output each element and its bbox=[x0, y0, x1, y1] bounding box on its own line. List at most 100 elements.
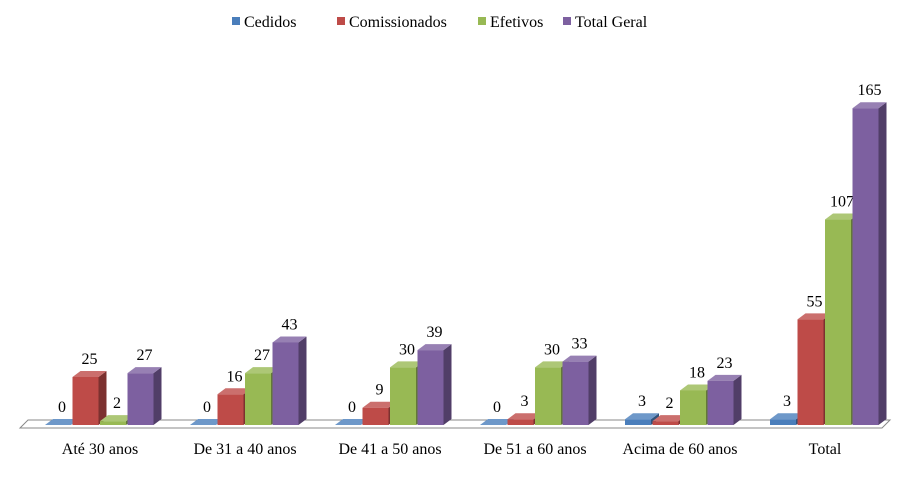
bar-top bbox=[825, 213, 859, 220]
value-label: 3 bbox=[638, 393, 646, 410]
legend-label: Efetivos bbox=[490, 14, 543, 31]
bar bbox=[707, 374, 742, 425]
bar-top bbox=[680, 384, 714, 391]
legend-swatch bbox=[563, 17, 571, 25]
value-label: 27 bbox=[254, 347, 270, 364]
value-label: 3 bbox=[783, 393, 791, 410]
bar-front bbox=[100, 421, 126, 425]
value-label: 2 bbox=[113, 395, 121, 412]
bar-front bbox=[770, 419, 796, 425]
value-label: 16 bbox=[227, 368, 243, 385]
bar-top bbox=[190, 419, 224, 425]
bar-top bbox=[562, 355, 597, 362]
legend-label: Total Geral bbox=[575, 14, 648, 31]
bar-front bbox=[680, 390, 706, 425]
value-label: 2 bbox=[666, 395, 674, 412]
value-label: 18 bbox=[689, 364, 705, 381]
bar-top bbox=[625, 413, 659, 420]
bar bbox=[72, 371, 107, 425]
bar-front bbox=[797, 319, 824, 425]
bar-top bbox=[480, 419, 514, 425]
bar bbox=[45, 419, 79, 425]
value-label: 25 bbox=[82, 351, 98, 368]
bar-top bbox=[100, 415, 134, 422]
bar bbox=[562, 355, 597, 425]
value-label: 27 bbox=[137, 347, 153, 364]
value-label: 9 bbox=[376, 382, 384, 399]
bar-front bbox=[625, 419, 651, 425]
bar bbox=[852, 102, 887, 425]
value-label: 23 bbox=[717, 355, 733, 372]
bar-front bbox=[72, 377, 99, 425]
bar-top bbox=[852, 102, 887, 109]
value-label: 0 bbox=[58, 399, 66, 416]
legend-label: Cedidos bbox=[244, 14, 296, 31]
bar bbox=[272, 336, 307, 425]
bar-top bbox=[217, 388, 252, 395]
bar-top bbox=[507, 413, 542, 420]
bar bbox=[417, 344, 452, 425]
x-tick-label: Acima de 60 anos bbox=[622, 441, 738, 458]
bar-top bbox=[417, 344, 452, 351]
bar-side bbox=[153, 367, 162, 425]
legend-label: Comissionados bbox=[349, 14, 447, 31]
bar-side bbox=[98, 371, 107, 425]
value-label: 30 bbox=[399, 341, 415, 358]
bar bbox=[480, 419, 514, 425]
bar-side bbox=[878, 102, 887, 425]
bar-top bbox=[535, 361, 569, 368]
value-label: 0 bbox=[203, 399, 211, 416]
bar-side bbox=[733, 374, 742, 425]
bar-front bbox=[127, 373, 154, 425]
value-label: 107 bbox=[830, 194, 854, 211]
bar bbox=[190, 419, 224, 425]
bar-top bbox=[272, 336, 307, 343]
x-tick-label: Total bbox=[808, 441, 842, 458]
x-tick-label: De 31 a 40 anos bbox=[193, 441, 297, 458]
bar bbox=[335, 419, 369, 425]
bar-top bbox=[72, 371, 107, 377]
bar-front bbox=[272, 342, 299, 425]
x-tick-label: De 51 a 60 anos bbox=[483, 441, 587, 458]
bar-top bbox=[245, 367, 279, 374]
bar-front bbox=[825, 219, 851, 425]
value-label: 55 bbox=[807, 293, 823, 310]
value-label: 165 bbox=[858, 82, 882, 99]
bar-front bbox=[217, 394, 244, 425]
value-label: 3 bbox=[521, 393, 529, 410]
bar-front bbox=[652, 421, 679, 425]
bar-top bbox=[45, 419, 79, 425]
value-label: 43 bbox=[282, 316, 298, 333]
bar-front bbox=[707, 380, 734, 425]
bar-top bbox=[797, 313, 832, 320]
x-tick-label: Até 30 anos bbox=[61, 441, 139, 458]
bar-side bbox=[443, 344, 452, 425]
bar-front bbox=[417, 350, 444, 425]
bar-side bbox=[298, 336, 307, 425]
bar-top bbox=[362, 401, 397, 408]
bar-top bbox=[335, 419, 369, 425]
bar-top bbox=[390, 361, 424, 368]
bar-front bbox=[390, 367, 416, 425]
legend-swatch bbox=[337, 17, 345, 25]
bar-front bbox=[362, 407, 389, 425]
legend-swatch bbox=[232, 17, 240, 25]
value-label: 33 bbox=[572, 336, 588, 353]
bar-front bbox=[507, 419, 534, 425]
bar-front bbox=[852, 108, 879, 425]
value-label: 39 bbox=[427, 324, 443, 341]
bar-front bbox=[535, 367, 561, 425]
bar-front bbox=[245, 373, 271, 425]
bar-front bbox=[562, 361, 589, 425]
bar-top bbox=[707, 374, 742, 381]
bar-top bbox=[127, 367, 162, 374]
bar bbox=[127, 367, 162, 425]
bar-side bbox=[588, 355, 597, 425]
legend-swatch bbox=[478, 17, 486, 25]
value-label: 0 bbox=[493, 399, 501, 416]
bar-top bbox=[652, 415, 687, 422]
bar-top bbox=[770, 413, 804, 420]
value-label: 30 bbox=[544, 341, 560, 358]
